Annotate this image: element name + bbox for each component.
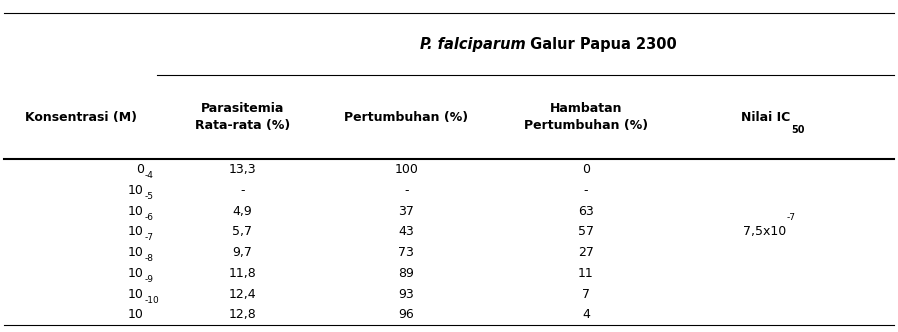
Text: Pertumbuhan (%): Pertumbuhan (%) <box>344 111 469 124</box>
Text: 10: 10 <box>128 205 144 218</box>
Text: 57: 57 <box>578 225 594 238</box>
Text: Konsentrasi (M): Konsentrasi (M) <box>25 111 136 124</box>
Text: 10: 10 <box>128 184 144 197</box>
Text: 43: 43 <box>399 225 414 238</box>
Text: 4,9: 4,9 <box>233 205 252 218</box>
Text: 10: 10 <box>128 308 144 321</box>
Text: 27: 27 <box>578 246 594 259</box>
Text: 5,7: 5,7 <box>233 225 252 238</box>
Text: -7: -7 <box>787 212 796 221</box>
Text: Hambatan
Pertumbuhan (%): Hambatan Pertumbuhan (%) <box>524 102 648 132</box>
Text: 50: 50 <box>791 125 805 135</box>
Text: 12,8: 12,8 <box>229 308 256 321</box>
Text: 100: 100 <box>394 163 418 176</box>
Text: -: - <box>404 184 409 197</box>
Text: 0: 0 <box>136 163 144 176</box>
Text: Parasitemia
Rata-rata (%): Parasitemia Rata-rata (%) <box>195 102 290 132</box>
Text: -9: -9 <box>145 275 154 284</box>
Text: 0: 0 <box>582 163 590 176</box>
Text: Nilai IC: Nilai IC <box>741 111 790 124</box>
Text: P. falciparum: P. falciparum <box>419 37 525 52</box>
Text: 73: 73 <box>399 246 414 259</box>
Text: 4: 4 <box>582 308 590 321</box>
Text: 96: 96 <box>399 308 414 321</box>
Text: -: - <box>240 184 245 197</box>
Text: -5: -5 <box>145 192 154 201</box>
Text: Galur Papua 2300: Galur Papua 2300 <box>525 37 677 52</box>
Text: 11,8: 11,8 <box>229 267 256 280</box>
Text: -8: -8 <box>145 254 154 263</box>
Text: 63: 63 <box>578 205 594 218</box>
Text: -10: -10 <box>145 295 159 304</box>
Text: 10: 10 <box>128 225 144 238</box>
Text: -7: -7 <box>145 233 154 242</box>
Text: 37: 37 <box>399 205 414 218</box>
Text: 10: 10 <box>128 246 144 259</box>
Text: 93: 93 <box>399 288 414 301</box>
Text: 11: 11 <box>578 267 594 280</box>
Text: -4: -4 <box>145 171 154 180</box>
Text: 89: 89 <box>399 267 414 280</box>
Text: 9,7: 9,7 <box>233 246 252 259</box>
Text: 10: 10 <box>128 288 144 301</box>
Text: 12,4: 12,4 <box>229 288 256 301</box>
Text: 13,3: 13,3 <box>229 163 256 176</box>
Text: 10: 10 <box>128 267 144 280</box>
Text: 7,5x10: 7,5x10 <box>743 225 786 238</box>
Text: -: - <box>584 184 588 197</box>
Text: 7: 7 <box>582 288 590 301</box>
Text: -6: -6 <box>145 212 154 221</box>
